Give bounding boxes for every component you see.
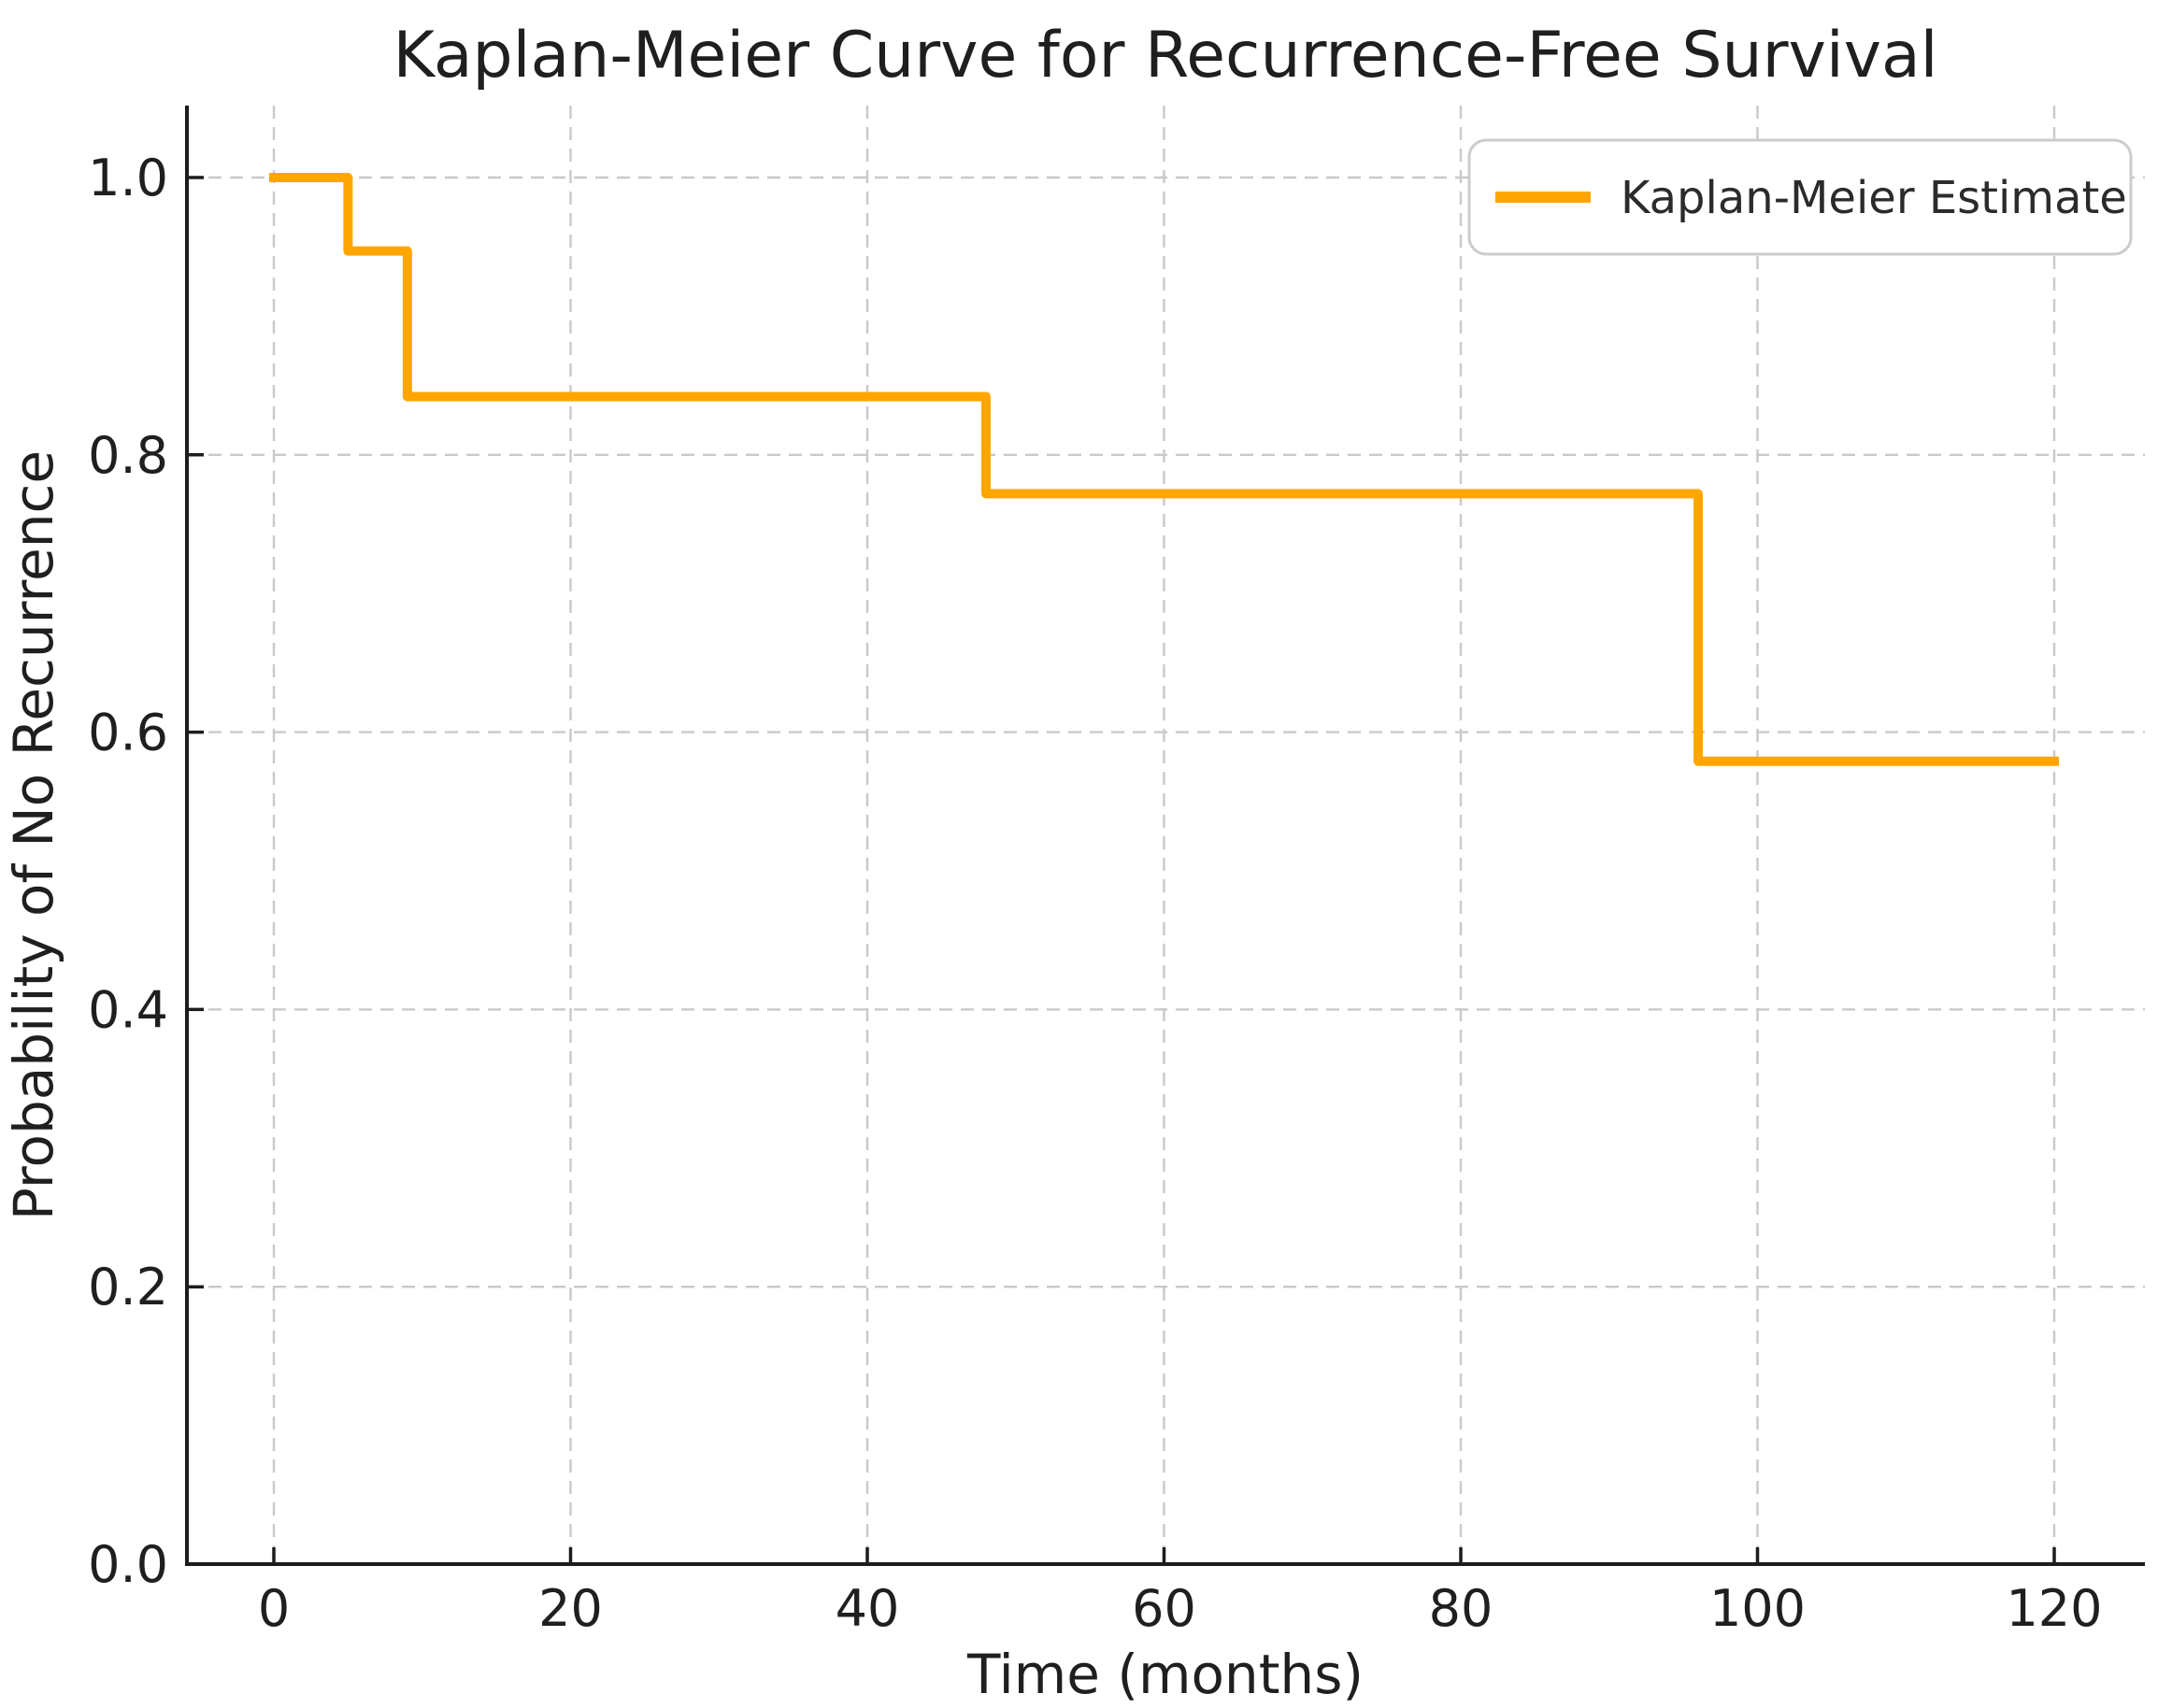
legend: Kaplan-Meier Estimate (1467, 138, 2133, 256)
x-tick-label: 100 (1709, 1579, 1806, 1638)
x-tick-label: 120 (2006, 1579, 2102, 1638)
y-tick-labels: 0.0 0.2 0.4 0.6 0.8 1.0 (88, 149, 168, 1594)
x-tick-label: 80 (1429, 1579, 1493, 1638)
y-tick-marks (187, 176, 204, 1566)
legend-box (1467, 138, 2133, 256)
y-tick-label: 1.0 (88, 149, 168, 207)
y-tick-label: 0.4 (88, 980, 168, 1039)
x-tick-label: 20 (538, 1579, 603, 1638)
km-curve-line (269, 173, 2059, 766)
y-tick-label: 0.0 (88, 1535, 168, 1594)
x-gridlines (272, 106, 2056, 1564)
chart-title: Kaplan-Meier Curve for Recurrence-Free S… (393, 19, 1937, 93)
x-tick-marks (272, 1547, 2056, 1564)
legend-label: Kaplan-Meier Estimate (1621, 172, 2127, 224)
y-tick-label: 0.8 (88, 426, 168, 485)
x-tick-label: 40 (836, 1579, 900, 1638)
y-tick-label: 0.2 (88, 1258, 168, 1317)
x-tick-labels: 0 20 40 60 80 100 120 (258, 1579, 2103, 1638)
x-tick-label: 0 (258, 1579, 290, 1638)
x-tick-label: 60 (1132, 1579, 1196, 1638)
y-axis-label: Probability of No Recurrence (2, 450, 65, 1220)
y-tick-label: 0.6 (88, 704, 168, 762)
x-axis-label: Time (months) (966, 1643, 1364, 1706)
